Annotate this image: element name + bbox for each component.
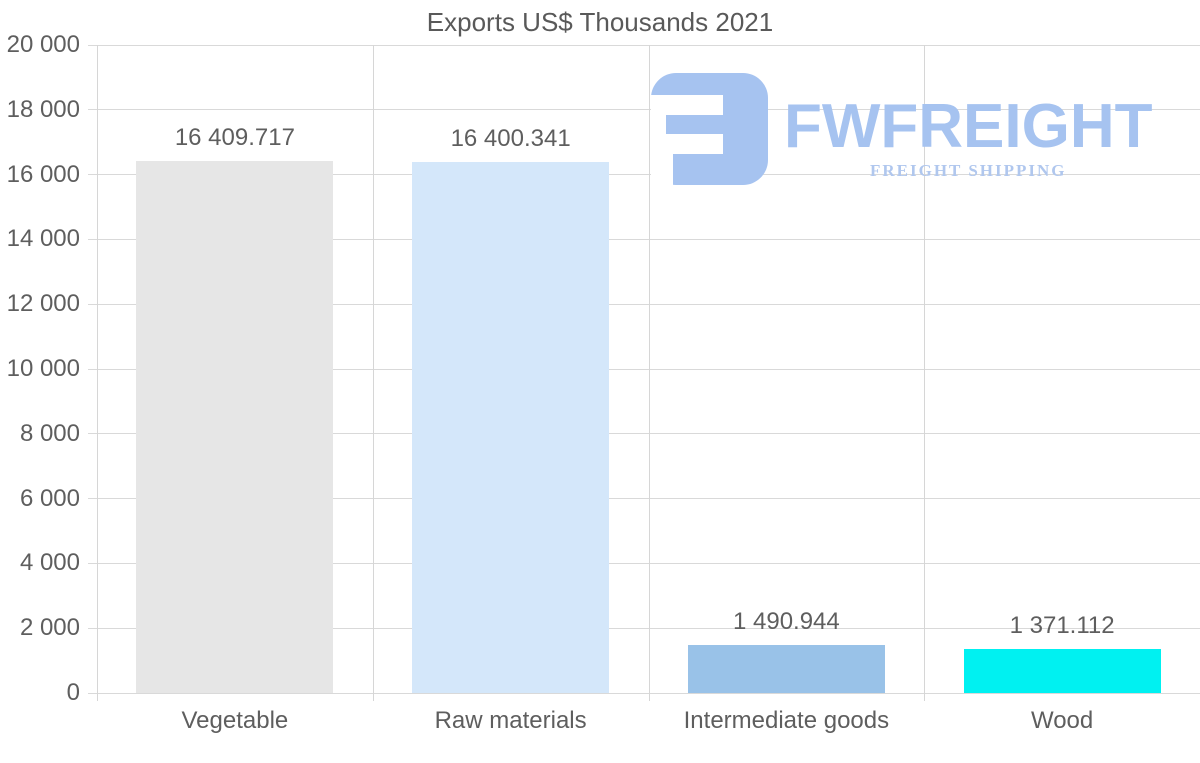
y-tick-label: 0: [66, 679, 80, 706]
bar-value-label: 1 490.944: [732, 607, 840, 635]
category-label: Intermediate goods: [683, 707, 890, 734]
bar-value-label: 16 409.717: [174, 124, 295, 152]
gridline: [88, 109, 1200, 111]
gridline: [88, 303, 1200, 305]
gridline: [88, 368, 1200, 370]
y-tick-label: 14 000: [6, 225, 80, 253]
category-separator: [924, 45, 926, 701]
bar: [687, 644, 885, 693]
category-label: Vegetable: [181, 707, 289, 734]
y-tick-label: 4 000: [19, 549, 80, 577]
y-tick-label: 8 000: [19, 419, 80, 447]
category-label: Raw materials: [434, 707, 587, 734]
y-axis-line: [97, 45, 98, 701]
y-tick-label: 10 000: [6, 355, 80, 382]
bar: [136, 161, 334, 693]
gridline: [88, 174, 1200, 176]
y-tick-label: 16 000: [6, 160, 80, 188]
gridline: [88, 498, 1200, 500]
category-separator: [372, 45, 374, 701]
gridline: [88, 627, 1200, 629]
fwfreight-logo-icon: [651, 73, 768, 185]
bar-value-label: 16 400.341: [450, 124, 571, 152]
y-tick-label: 20 000: [6, 31, 80, 58]
watermark-text: FWFREIGHT FREIGHT SHIPPING: [784, 96, 1153, 181]
category-label: Wood: [1030, 707, 1094, 734]
y-tick-label: 12 000: [6, 290, 80, 318]
bar-value-label: 1 371.112: [1009, 611, 1115, 639]
watermark-logo: FWFREIGHT FREIGHT SHIPPING: [651, 73, 1153, 185]
y-tick-label: 6 000: [19, 484, 80, 512]
gridline: [88, 238, 1200, 240]
brand-name: FWFREIGHT: [784, 92, 1153, 161]
chart-title: Exports US$ Thousands 2021: [426, 7, 774, 37]
gridline: [88, 433, 1200, 435]
y-tick-label: 18 000: [6, 95, 80, 123]
brand-tagline: FREIGHT SHIPPING: [869, 161, 1067, 180]
bar: [412, 161, 610, 693]
gridline: [88, 562, 1200, 564]
gridline: [88, 44, 1200, 46]
y-tick-label: 2 000: [19, 614, 80, 642]
bar: [963, 648, 1161, 693]
gridline: [88, 692, 1200, 694]
category-separator: [648, 45, 650, 701]
